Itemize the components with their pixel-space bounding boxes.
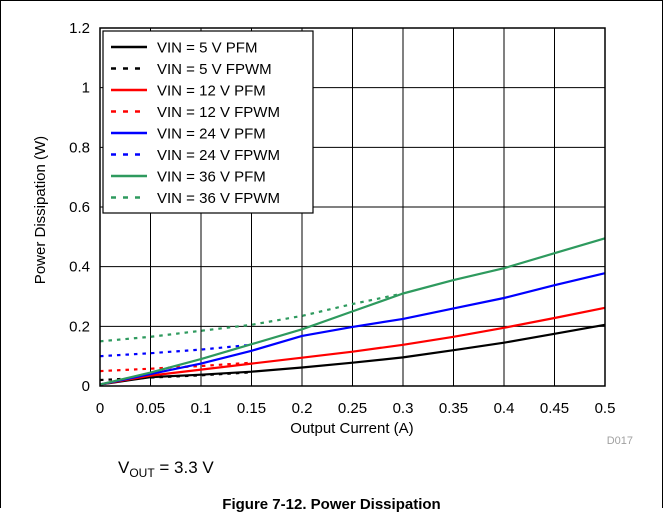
x-tick-label-10: 0.5 [595,400,616,417]
y-tick-label-6: 1.2 [69,20,90,37]
legend-label-7: VIN = 36 V FPWM [157,190,280,207]
vout-label: V [118,458,130,477]
series-line-0 [99,323,606,386]
x-tick-label-6: 0.3 [393,400,414,417]
legend-label-5: VIN = 24 V FPWM [157,147,280,164]
legend: VIN = 5 V PFM VIN = 5 V FPWM VIN = 12 V PF… [102,30,314,214]
y-tick-labels: 0 0.2 0.4 0.6 0.8 1 1.2 [69,20,90,395]
x-tick-label-1: 0.05 [136,400,165,417]
y-tick-label-4: 0.8 [69,139,90,156]
series-line-6 [99,237,606,386]
vout-annotation: VOUT = 3.3 V [118,458,214,480]
legend-label-2: VIN = 12 V PFM [157,83,266,100]
series-lines [99,237,606,386]
y-tick-label-1: 0.2 [69,318,90,335]
legend-label-4: VIN = 24 V PFM [157,126,266,143]
series-line-4 [99,272,606,386]
vout-subscript: OUT [129,466,155,480]
x-tick-label-0: 0 [96,400,104,417]
legend-label-3: VIN = 12 V FPWM [157,104,280,121]
y-tick-label-2: 0.4 [69,259,90,276]
x-tick-label-4: 0.2 [292,400,313,417]
x-axis-label: Output Current (A) [290,420,413,437]
series-line-2 [99,306,606,386]
y-tick-label-0: 0 [82,378,90,395]
x-tick-labels: 0 0.05 0.1 0.15 0.2 0.25 0.3 0.35 0.4 0.45 0.5 [96,400,616,417]
x-tick-label-8: 0.4 [494,400,515,417]
x-tick-label-9: 0.45 [540,400,569,417]
legend-label-1: VIN = 5 V FPWM [157,61,272,78]
y-tick-label-3: 0.6 [69,199,90,216]
x-tick-label-2: 0.1 [191,400,212,417]
y-tick-label-5: 1 [82,80,90,97]
legend-box [102,30,314,214]
legend-label-6: VIN = 36 V PFM [157,169,266,186]
x-tick-label-3: 0.15 [237,400,266,417]
y-axis-label: Power Dissipation (W) [32,136,49,284]
x-tick-label-7: 0.35 [439,400,468,417]
figure-caption: Figure 7-12. Power Dissipation [222,496,441,513]
plot-border [99,27,606,387]
x-tick-label-5: 0.25 [338,400,367,417]
chart-id-label: D017 [607,435,633,447]
vout-value: = 3.3 V [154,458,214,477]
series-line-7 [99,292,404,343]
legend-label-0: VIN = 5 V PFM [157,40,257,57]
